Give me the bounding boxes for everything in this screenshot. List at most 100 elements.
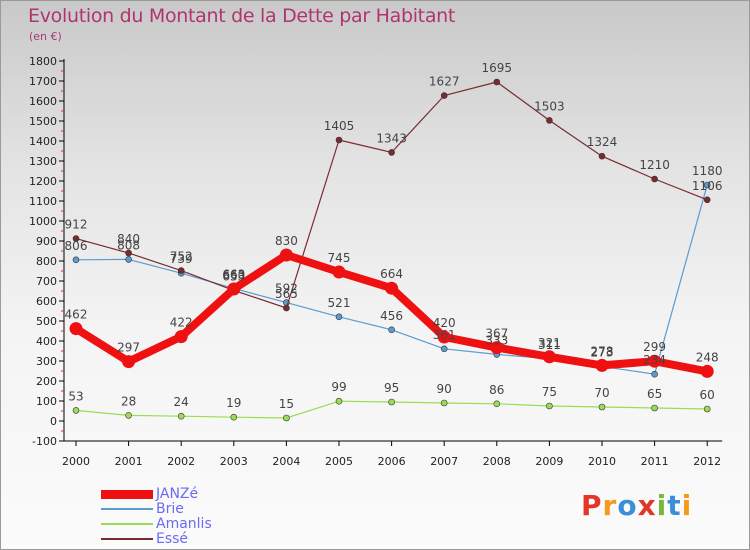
data-label: 456: [380, 309, 403, 323]
data-point: [490, 341, 504, 355]
y-tick-label: 100: [36, 395, 57, 408]
legend-label: JANZé: [156, 486, 199, 502]
data-label: 99: [331, 380, 346, 394]
x-tick-label: 2006: [378, 455, 406, 468]
data-label: 420: [433, 316, 456, 330]
data-point: [388, 149, 395, 156]
x-tick-label: 2007: [430, 455, 458, 468]
data-label: 1405: [324, 119, 355, 133]
data-label: 75: [542, 385, 557, 399]
x-tick-label: 2009: [535, 455, 563, 468]
data-point: [279, 248, 293, 262]
data-point: [388, 398, 395, 406]
data-label: 830: [275, 234, 298, 248]
data-point: [230, 413, 238, 421]
data-point: [440, 345, 448, 353]
y-tick-label: 0: [50, 415, 57, 428]
data-label: 278: [591, 344, 614, 358]
data-point: [546, 117, 553, 124]
data-label: 521: [328, 296, 351, 310]
logo-letter: x: [637, 489, 657, 522]
data-label: 1324: [587, 135, 618, 149]
data-point: [651, 404, 658, 412]
y-tick-label: 1000: [29, 215, 57, 228]
data-point: [72, 256, 80, 264]
data-point: [72, 235, 80, 242]
data-point: [648, 354, 662, 368]
data-label: 273: [591, 345, 614, 359]
data-label: 53: [68, 389, 83, 403]
x-tick-label: 2011: [641, 455, 669, 468]
y-tick-label: 1600: [29, 95, 57, 108]
data-point: [703, 405, 711, 413]
y-tick-label: 200: [36, 375, 57, 388]
data-label: 333: [485, 333, 508, 347]
data-label: 15: [279, 397, 294, 411]
data-label: 592: [275, 282, 298, 296]
legend-label: Brie: [156, 501, 184, 517]
data-label: 65: [647, 387, 662, 401]
data-label: 840: [117, 232, 140, 246]
data-label: 60: [700, 388, 715, 402]
data-label: 28: [121, 394, 136, 408]
data-label: 321: [538, 336, 561, 350]
data-point: [335, 313, 343, 321]
x-tick-label: 2008: [483, 455, 511, 468]
data-point: [542, 350, 556, 364]
data-label: 565: [275, 287, 298, 301]
data-point: [125, 256, 132, 263]
y-tick-label: 1200: [29, 175, 57, 188]
x-tick-label: 2005: [325, 455, 353, 468]
data-point: [598, 403, 606, 411]
data-label: 299: [643, 340, 666, 354]
legend-label: Amanlis: [156, 516, 212, 532]
y-tick-label: 600: [36, 295, 57, 308]
data-point: [598, 152, 606, 160]
data-label: 660: [222, 268, 245, 282]
x-tick-label: 2003: [220, 455, 248, 468]
data-point: [125, 249, 132, 257]
data-label: 1627: [429, 75, 460, 89]
data-point: [227, 282, 241, 296]
y-tick-label: 1100: [29, 195, 57, 208]
data-point: [703, 196, 711, 204]
y-tick-label: 300: [36, 355, 57, 368]
data-label: 1503: [534, 99, 565, 113]
x-tick-label: 2012: [693, 455, 721, 468]
legend-swatch: [101, 523, 153, 525]
data-label: 367: [485, 327, 508, 341]
data-label: 1343: [376, 131, 407, 145]
data-point: [335, 397, 343, 405]
data-point: [385, 281, 399, 295]
y-tick-label: 900: [36, 235, 57, 248]
data-label: 24: [174, 395, 189, 409]
y-tick-label: 1300: [29, 155, 57, 168]
y-tick-label: 400: [36, 335, 57, 348]
data-label: 248: [696, 350, 719, 364]
data-point: [388, 326, 395, 334]
data-point: [546, 402, 553, 410]
data-point: [283, 304, 290, 312]
x-tick-label: 2004: [272, 455, 300, 468]
legend-swatch: [101, 489, 153, 499]
y-tick-label: 1500: [29, 115, 57, 128]
data-label: 912: [65, 218, 88, 232]
data-point: [703, 181, 711, 189]
data-label: 663: [222, 267, 245, 281]
data-label: 70: [594, 386, 609, 400]
y-tick-label: 500: [36, 315, 57, 328]
y-tick-label: 800: [36, 255, 57, 268]
data-label: 95: [384, 381, 399, 395]
data-label: 739: [170, 252, 193, 266]
data-label: 1695: [482, 61, 513, 75]
legend-swatch: [101, 508, 153, 510]
x-tick-label: 2010: [588, 455, 616, 468]
data-point: [440, 399, 448, 407]
data-point: [177, 412, 185, 420]
data-point: [493, 400, 501, 408]
data-label: 1106: [692, 179, 723, 193]
data-label: 664: [380, 267, 403, 281]
data-label: 311: [538, 338, 561, 352]
x-tick-label: 2001: [115, 455, 143, 468]
